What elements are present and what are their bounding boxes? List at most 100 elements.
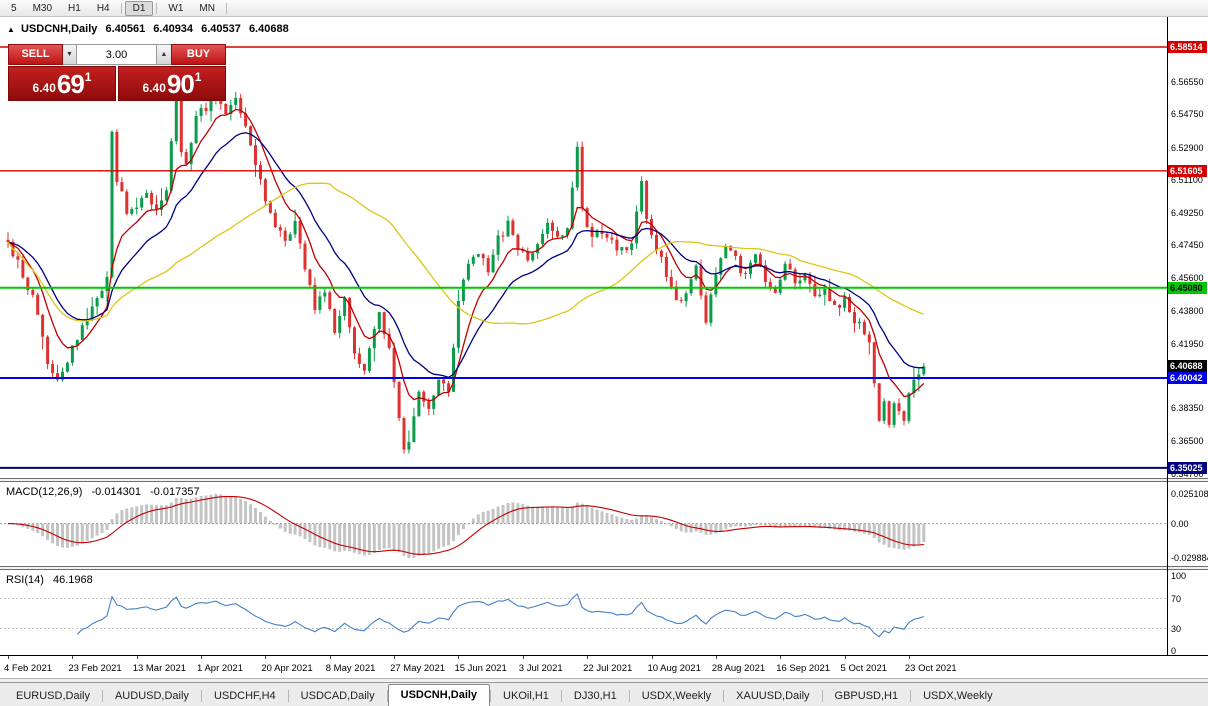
rsi-axis-label: 100	[1171, 571, 1187, 581]
price-axis-border	[1167, 17, 1168, 656]
panel-splitter[interactable]	[0, 566, 1208, 570]
date-label: 23 Oct 2021	[904, 663, 957, 674]
date-label: 3 Jul 2021	[518, 663, 563, 674]
macd-axis-label: 0.025108	[1171, 489, 1208, 499]
current-price-tag: 6.40688	[1168, 360, 1207, 373]
timeframe-mn[interactable]: MN	[199, 2, 215, 14]
rsi-value: 46.1968	[52, 574, 93, 586]
price-axis-label: 6.43800	[1171, 305, 1204, 316]
price-axis-label: 6.47450	[1171, 240, 1204, 251]
toolbar-separator	[120, 2, 122, 14]
tab-usdcnh-daily[interactable]: USDCNH,Daily	[387, 684, 491, 706]
buy-button[interactable]: BUY	[171, 44, 226, 65]
tab-separator	[910, 690, 912, 702]
open-value: 6.40561	[105, 23, 146, 35]
tab-gbpusd-h1[interactable]: GBPUSD,H1	[834, 690, 899, 702]
date-label: 23 Feb 2021	[68, 663, 122, 674]
date-label: 5 Oct 2021	[840, 663, 888, 674]
date-label: 13 Mar 2021	[132, 663, 187, 674]
panel-splitter[interactable]	[0, 478, 1208, 482]
volume-up-button[interactable]: ▲	[157, 44, 171, 65]
timeframe-d1[interactable]: D1	[124, 0, 154, 16]
tab-dj30-h1[interactable]: DJ30,H1	[573, 690, 617, 702]
tab-ukoil-h1[interactable]: UKOil,H1	[503, 690, 549, 702]
tab-xauusd-daily[interactable]: XAUUSD,Daily	[736, 690, 810, 702]
tab-usdx-weekly[interactable]: USDX,Weekly	[641, 690, 712, 702]
date-axis[interactable]: 4 Feb 2021 23 Feb 2021 13 Mar 2021 1 Apr…	[0, 656, 1208, 678]
timeframe-w1[interactable]: W1	[168, 2, 184, 14]
bid-prefix: 6.40	[32, 81, 56, 95]
tab-separator	[386, 690, 388, 702]
price-axis-label: 6.56550	[1171, 77, 1204, 88]
ask-prefix: 6.40	[142, 81, 166, 95]
date-label: 22 Jul 2021	[583, 663, 633, 674]
timeframe-m5[interactable]: 5	[11, 2, 17, 14]
chevron-up-icon: ▲	[160, 51, 168, 58]
ask-big-digits: 90	[166, 69, 195, 99]
rsi-axis-label: 30	[1171, 623, 1182, 634]
tab-usdchf-h4[interactable]: USDCHF,H4	[213, 690, 276, 702]
rsi-indicator-canvas[interactable]	[0, 570, 1167, 655]
price-level-tag: 6.58514	[1168, 41, 1207, 54]
price-axis-label: 6.51100	[1171, 174, 1203, 185]
date-label: 16 Sep 2021	[776, 663, 831, 674]
price-level-tag: 6.35025	[1168, 461, 1207, 474]
price-axis-label: 6.41950	[1171, 338, 1204, 349]
tab-audusd-daily[interactable]: AUDUSD,Daily	[114, 690, 189, 702]
ask-pipette: 1	[194, 70, 202, 84]
symbol-direction-icon: ▲	[7, 25, 15, 34]
tab-separator	[821, 690, 823, 702]
tab-separator	[628, 690, 630, 702]
toolbar-separator	[225, 2, 227, 14]
close-value: 6.40688	[248, 23, 289, 35]
timeframe-m30[interactable]: M30	[32, 2, 53, 14]
high-value: 6.40934	[153, 23, 194, 35]
tab-separator	[287, 690, 289, 702]
rsi-axis-label: 70	[1171, 593, 1182, 604]
date-label: 10 Aug 2021	[647, 663, 701, 674]
macd-axis-label: -0.029884	[1171, 553, 1208, 563]
symbol-name: USDCNH,Daily	[20, 23, 98, 35]
one-click-trade-panel: SELL ▼ ▲ BUY 6.40 69 1 6.40 90 1	[8, 44, 226, 101]
macd-title: MACD(12,26,9)	[6, 486, 83, 498]
chart-tab-bar: EURUSD,Daily AUDUSD,Daily USDCHF,H4 USDC…	[0, 682, 1208, 706]
toolbar-separator	[156, 2, 158, 14]
price-level-tag: 6.40042	[1168, 371, 1207, 384]
ask-price-box[interactable]: 6.40 90 1	[118, 66, 226, 101]
macd-indicator-canvas[interactable]	[0, 482, 1167, 566]
macd-signal-value: -0.017357	[150, 486, 200, 498]
price-axis-label: 6.45600	[1171, 273, 1204, 284]
timeframe-toolbar: 5 M30 H1 H4 D1 W1 MN	[0, 0, 1208, 17]
date-label: 20 Apr 2021	[261, 663, 313, 674]
timeframe-h4[interactable]: H4	[96, 2, 110, 14]
date-label: 8 May 2021	[325, 663, 376, 674]
price-level-tag: 6.51605	[1168, 164, 1207, 177]
bid-price-box[interactable]: 6.40 69 1	[8, 66, 116, 101]
tab-separator	[723, 690, 725, 702]
macd-main-value: -0.014301	[91, 486, 142, 498]
tab-separator	[101, 690, 103, 702]
tab-separator	[490, 690, 492, 702]
date-label: 1 Apr 2021	[197, 663, 244, 674]
date-label: 15 Jun 2021	[454, 663, 507, 674]
volume-down-button[interactable]: ▼	[63, 44, 77, 65]
macd-axis-label: 0.00	[1171, 518, 1189, 529]
tab-separator	[200, 690, 202, 702]
window-strip	[0, 678, 1208, 682]
date-label: 4 Feb 2021	[4, 663, 53, 674]
tab-usdx-weekly-2[interactable]: USDX,Weekly	[923, 690, 993, 702]
rsi-header: RSI(14) 46.1968	[6, 574, 99, 586]
price-axis-label: 6.36500	[1171, 436, 1204, 447]
date-label: 28 Aug 2021	[711, 663, 766, 674]
tab-eurusd-daily[interactable]: EURUSD,Daily	[16, 690, 90, 702]
price-axis-label: 6.52900	[1171, 142, 1204, 153]
timeframe-h1[interactable]: H1	[68, 2, 81, 14]
price-level-tag: 6.45080	[1168, 281, 1207, 294]
tab-usdcad-daily[interactable]: USDCAD,Daily	[300, 690, 375, 702]
volume-input[interactable]	[77, 44, 157, 65]
rsi-title: RSI(14)	[6, 574, 44, 586]
sell-button[interactable]: SELL	[8, 44, 63, 65]
macd-header: MACD(12,26,9) -0.014301 -0.017357	[6, 486, 206, 498]
chevron-down-icon: ▼	[66, 51, 73, 58]
